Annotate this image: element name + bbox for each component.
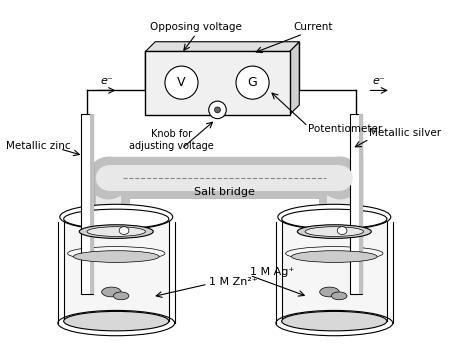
Text: Salt bridge: Salt bridge xyxy=(194,187,255,197)
Polygon shape xyxy=(146,42,299,52)
Bar xyxy=(64,217,169,321)
Ellipse shape xyxy=(102,287,121,297)
Ellipse shape xyxy=(305,227,364,236)
Text: G: G xyxy=(248,76,257,89)
Bar xyxy=(359,114,363,294)
Ellipse shape xyxy=(96,165,121,191)
Bar xyxy=(282,217,387,321)
Ellipse shape xyxy=(278,204,391,229)
Ellipse shape xyxy=(236,66,269,99)
Ellipse shape xyxy=(64,311,169,331)
Ellipse shape xyxy=(113,292,129,300)
Text: 1 M Zn²⁺: 1 M Zn²⁺ xyxy=(209,277,257,287)
Text: Current: Current xyxy=(293,22,333,32)
Text: V: V xyxy=(177,76,186,89)
Text: Metallic zinc: Metallic zinc xyxy=(6,141,71,151)
Polygon shape xyxy=(289,42,299,115)
Bar xyxy=(81,114,93,294)
Bar xyxy=(327,178,353,219)
Ellipse shape xyxy=(332,292,347,300)
Ellipse shape xyxy=(60,204,173,229)
Ellipse shape xyxy=(87,227,146,236)
Text: 1 M Ag⁺: 1 M Ag⁺ xyxy=(250,267,294,277)
Ellipse shape xyxy=(319,156,361,199)
Text: e⁻: e⁻ xyxy=(373,76,386,86)
Ellipse shape xyxy=(320,287,339,297)
Bar xyxy=(146,52,289,115)
Text: Knob for
adjusting voltage: Knob for adjusting voltage xyxy=(129,129,214,151)
Bar xyxy=(109,165,340,191)
Ellipse shape xyxy=(291,251,377,262)
Text: e⁻: e⁻ xyxy=(100,76,113,86)
Ellipse shape xyxy=(215,107,220,113)
Bar xyxy=(96,178,121,219)
Text: Opposing voltage: Opposing voltage xyxy=(150,22,242,32)
Bar xyxy=(350,114,361,294)
Text: Metallic silver: Metallic silver xyxy=(369,128,442,138)
Ellipse shape xyxy=(165,66,198,99)
Ellipse shape xyxy=(79,225,153,238)
Ellipse shape xyxy=(327,165,353,191)
Text: Potentiometer: Potentiometer xyxy=(308,124,382,134)
Bar xyxy=(87,178,130,219)
Ellipse shape xyxy=(282,311,387,331)
Ellipse shape xyxy=(87,156,130,199)
Ellipse shape xyxy=(297,225,371,238)
Bar xyxy=(109,156,340,199)
Bar xyxy=(90,114,94,294)
Ellipse shape xyxy=(337,227,347,234)
Ellipse shape xyxy=(73,251,159,262)
Ellipse shape xyxy=(209,101,226,118)
Bar xyxy=(319,178,361,219)
Ellipse shape xyxy=(119,227,129,234)
